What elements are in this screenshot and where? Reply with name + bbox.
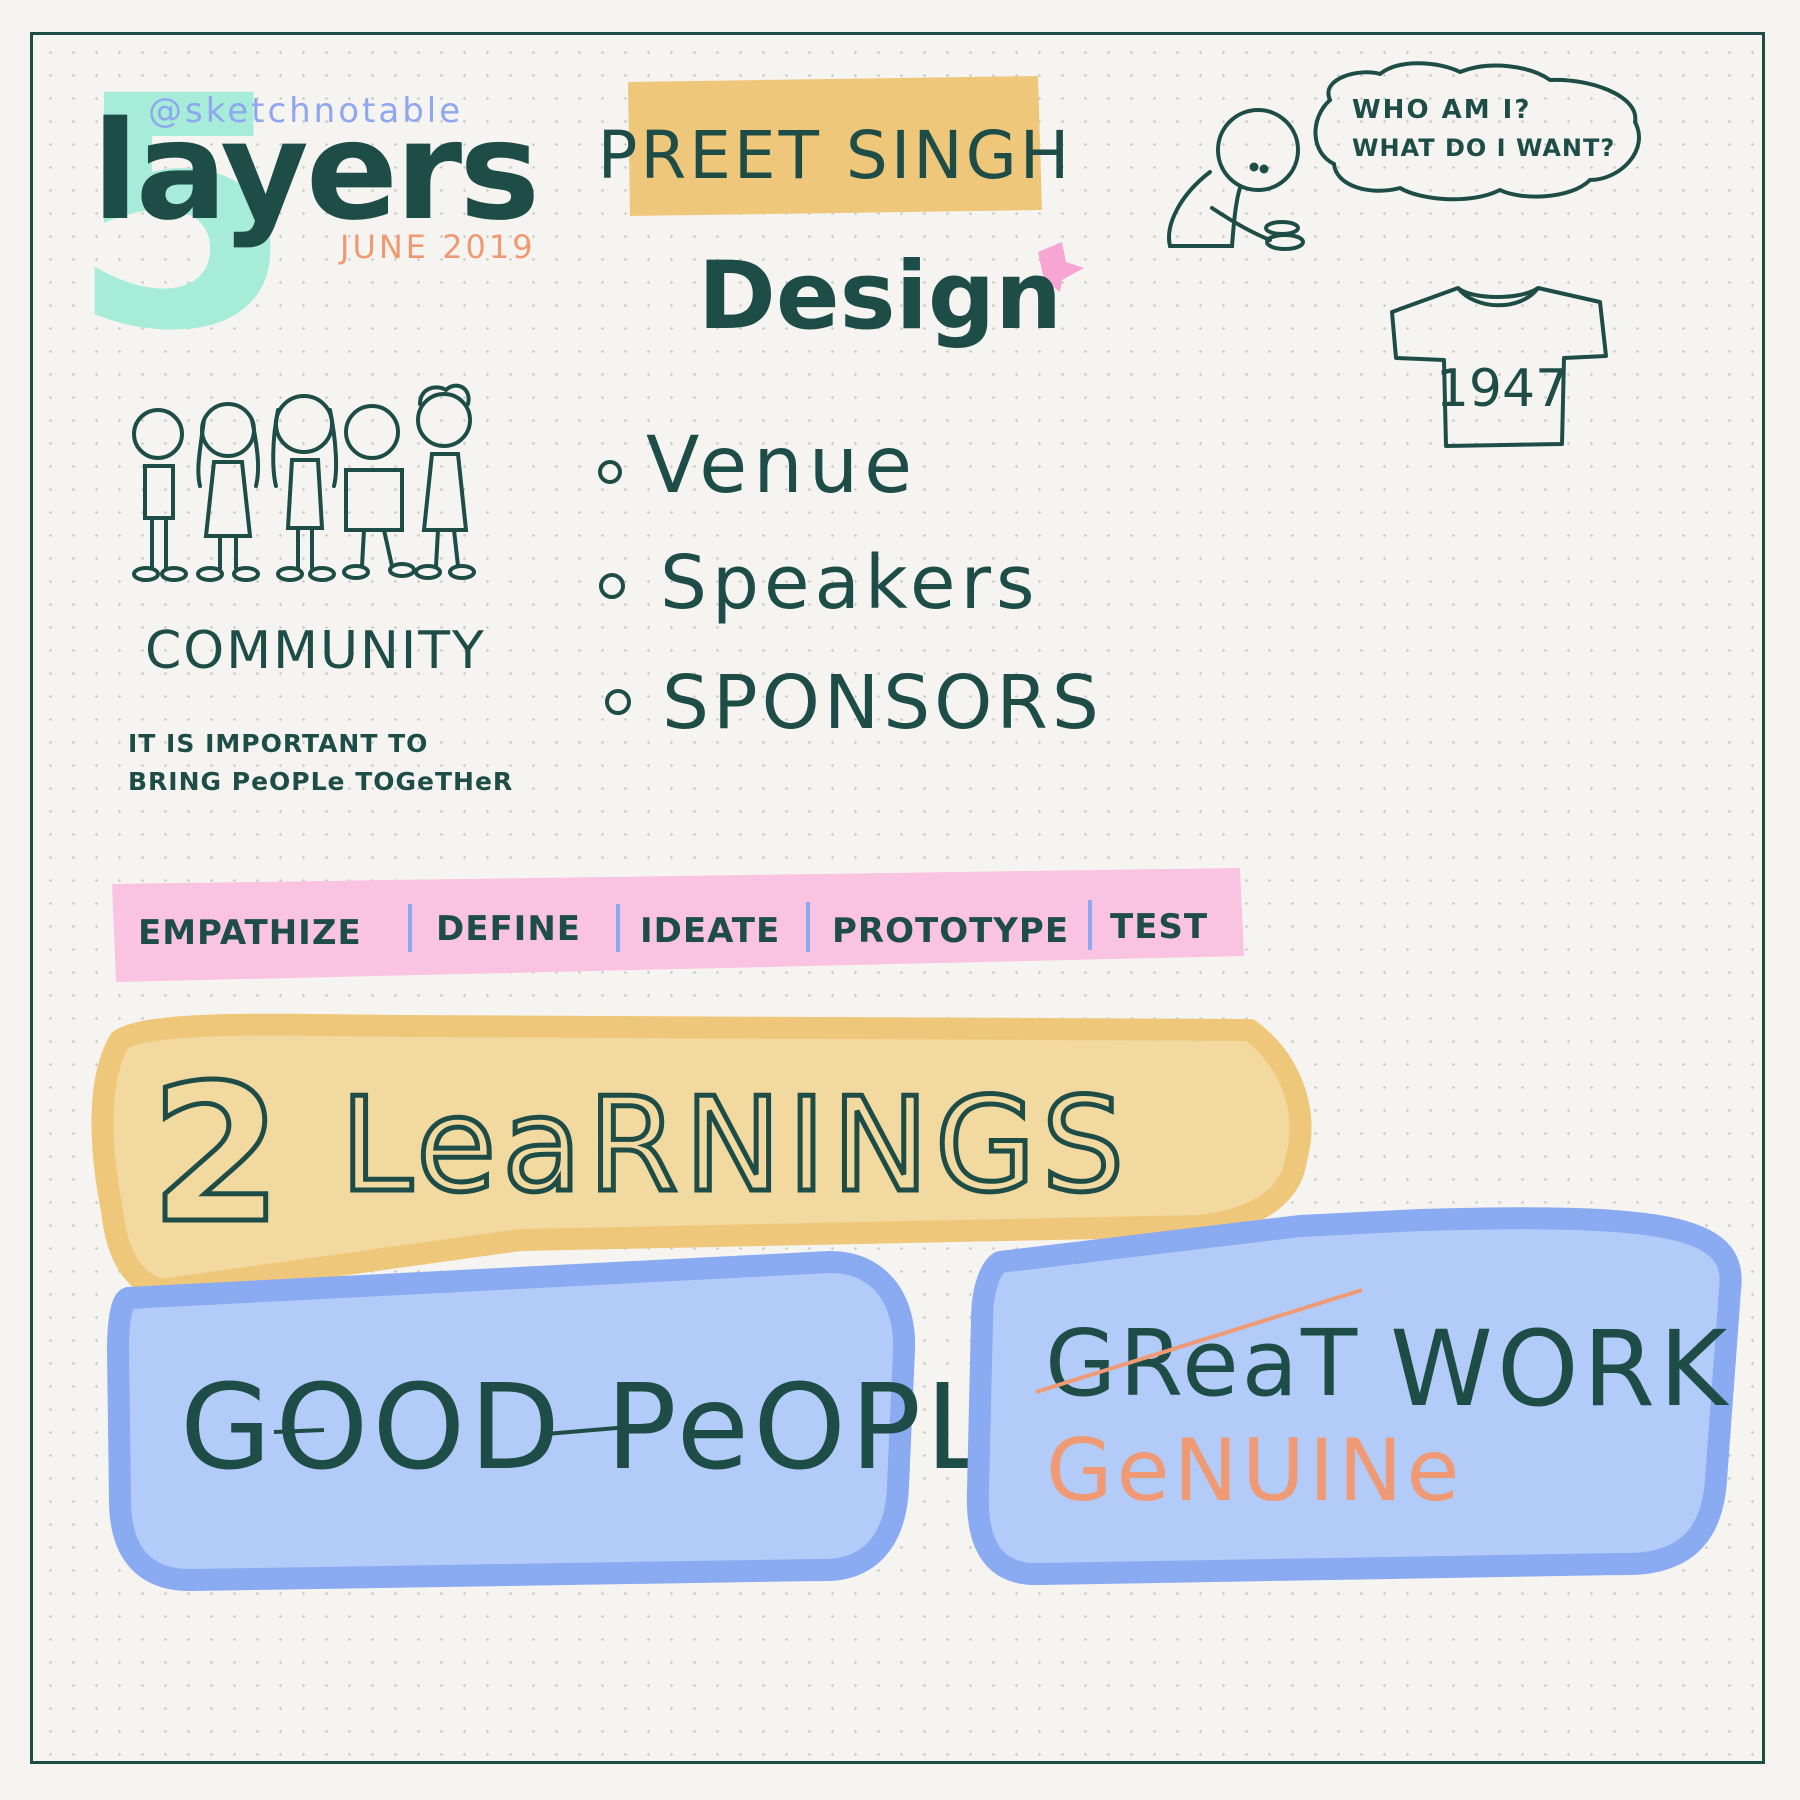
strikethrough-line [1035,1288,1363,1394]
learnings-title: LeaRNINGS [340,1069,1130,1221]
design-process-bar: EMPATHIZE DEFINE IDEATE PROTOTYPE TEST [112,868,1244,982]
learning-2-work-word: WORK [1390,1308,1731,1430]
speaker-banner: PREET SINGH [598,76,1073,216]
bullet-dot [599,573,625,599]
learning-card-genuine-work: GReaT WORK GeNUINe [966,1207,1742,1586]
community-people-icon [132,383,476,582]
learning-card-good-people: GOOD PeOPLe [107,1251,1065,1591]
bullet-item-venue: Venue [646,421,918,511]
learning-2-replacement-word: GeNUINe [1046,1421,1463,1521]
design-title: Design [698,242,1084,351]
logo-word: layers [92,93,537,251]
process-step-empathize: EMPATHIZE [138,913,362,953]
bullet-dot [598,460,622,484]
logo-handle: @sketchnotable [148,91,463,131]
tshirt-icon [1390,286,1608,448]
thought-line-2: WHAT DO I WANT? [1352,134,1615,162]
community-note-line-1: IT IS IMPORTANT TO [128,729,428,758]
bullet-list: Venue Speakers SPONSORS [598,421,1103,746]
community-label: COMMUNITY [145,621,486,681]
thought-line-1: WHO AM I? [1352,95,1531,125]
topic-title: Design [698,242,1062,351]
bullet-item-sponsors: SPONSORS [662,660,1103,746]
process-step-prototype: PROTOTYPE [832,911,1069,951]
community-note-line-2: BRING PeOPLe TOGeTHeR [128,767,513,796]
thought-bubble: WHO AM I? WHAT DO I WANT? [1313,61,1641,202]
tshirt-text: 1947 [1436,359,1568,419]
learnings-number: 2 [150,1044,282,1265]
layers-logo: 5 @sketchnotable layers JUNE 2019 [70,29,540,401]
logo-date: JUNE 2019 [338,228,536,266]
sparkle-icon [1038,242,1084,292]
speaker-name: PREET SINGH [598,117,1073,194]
process-step-test: TEST [1110,907,1208,947]
bullet-item-speakers: Speakers [660,540,1040,626]
learning-2-struck-word: GReaT [1045,1310,1360,1417]
logo-number: 5 [70,29,293,401]
bullet-dot [605,689,631,715]
process-step-ideate: IDEATE [640,911,780,951]
thinking-person-icon [1167,108,1305,251]
learnings-banner: 2 LeaRNINGS [91,1013,1312,1301]
process-step-define: DEFINE [436,909,581,949]
